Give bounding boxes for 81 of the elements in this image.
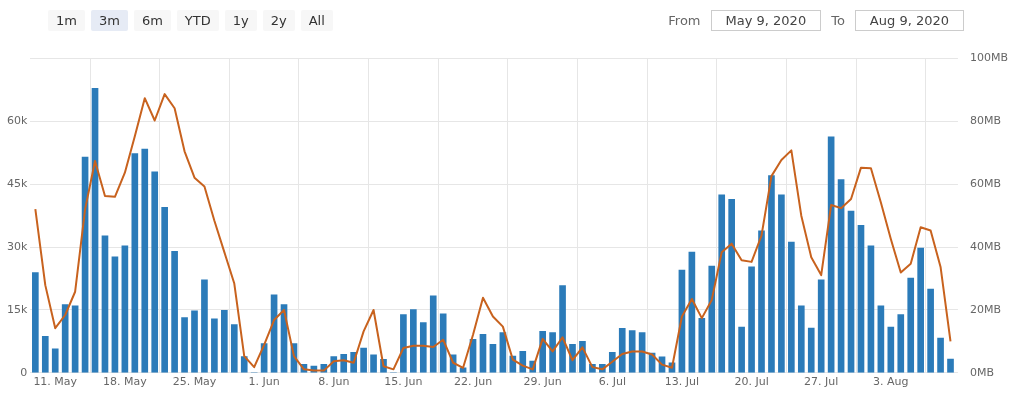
- x-tick-label: 13. Jul: [664, 375, 700, 389]
- bar: [32, 272, 39, 373]
- bar: [111, 256, 119, 373]
- bar: [101, 235, 109, 373]
- bar: [778, 194, 785, 373]
- y-tick-label: 0: [20, 365, 28, 379]
- bar: [370, 354, 377, 373]
- bar: [738, 326, 745, 373]
- x-tick-label: 18. May: [103, 375, 148, 389]
- bar: [917, 247, 924, 373]
- bar: [768, 175, 775, 373]
- bar: [907, 277, 915, 373]
- x-tick-label: 27. Jul: [804, 375, 839, 389]
- x-tick-label: 6. Jul: [598, 375, 626, 389]
- bar: [419, 322, 427, 373]
- bar: [360, 347, 367, 373]
- y-tick-label: 60k: [6, 114, 28, 128]
- bar: [549, 332, 556, 373]
- bar: [708, 265, 716, 373]
- y2-tick-label: 0MB: [969, 365, 995, 379]
- x-tick-label: 25. May: [172, 375, 217, 389]
- x-tick-label: 8. Jun: [318, 375, 350, 389]
- bar: [439, 313, 447, 373]
- x-tick-label: 22. Jun: [453, 375, 493, 389]
- bar: [141, 148, 149, 373]
- bar: [897, 314, 905, 373]
- bar: [151, 171, 159, 373]
- bar: [807, 327, 815, 373]
- bar: [788, 241, 795, 373]
- bar: [718, 194, 726, 373]
- bar: [181, 317, 188, 373]
- y-tick-label: 30k: [6, 239, 28, 253]
- bar: [728, 199, 735, 373]
- bar: [698, 318, 706, 373]
- bar: [857, 225, 865, 373]
- bar: [618, 328, 626, 373]
- x-tick-label: 1. Jun: [248, 375, 280, 389]
- bar: [201, 279, 208, 373]
- bar: [41, 336, 49, 373]
- x-tick-label: 11. May: [33, 375, 78, 389]
- bar: [400, 314, 407, 373]
- bar: [877, 305, 885, 373]
- y2-tick-label: 40MB: [969, 239, 1002, 253]
- y-tick-label: 15k: [6, 302, 28, 316]
- bar: [927, 288, 934, 373]
- y2-tick-label: 80MB: [969, 114, 1002, 128]
- bar: [947, 358, 954, 373]
- bar: [171, 250, 178, 373]
- y-tick-label: 45k: [6, 177, 28, 191]
- bar: [758, 230, 765, 373]
- y2-tick-label: 100MB: [969, 51, 1009, 65]
- bar: [161, 206, 168, 373]
- text: To: [831, 12, 845, 28]
- bar: [797, 305, 805, 373]
- bar: [71, 305, 79, 373]
- bar: [410, 309, 417, 373]
- x-tick-label: 29. Jun: [523, 375, 562, 389]
- bar: [211, 318, 218, 373]
- text: From: [668, 12, 701, 28]
- bar: [817, 279, 825, 373]
- bar: [937, 337, 944, 373]
- range-buttons: 1m 3m 6m YTD 1y 2y All: [48, 9, 339, 31]
- bar: [887, 326, 895, 373]
- bar: [131, 153, 139, 373]
- bar: [221, 310, 228, 373]
- bar: [559, 285, 566, 373]
- bar: [628, 330, 636, 373]
- y2-tick-label: 20MB: [969, 302, 1002, 316]
- bar: [51, 348, 59, 373]
- bar: [230, 324, 238, 373]
- date-field: May 9, 2020: [710, 9, 822, 31]
- x-tick-label: 20. Jul: [734, 375, 769, 389]
- date-field: Aug 9, 2020: [854, 9, 964, 31]
- bar: [61, 304, 69, 373]
- bar: [191, 310, 198, 373]
- y2-tick-label: 60MB: [969, 177, 1002, 191]
- bar: [847, 210, 855, 373]
- x-tick-label: 3. Aug: [873, 375, 909, 389]
- bar: [429, 295, 437, 373]
- bar: [748, 266, 755, 373]
- x-tick-label: 15. Jun: [384, 375, 423, 389]
